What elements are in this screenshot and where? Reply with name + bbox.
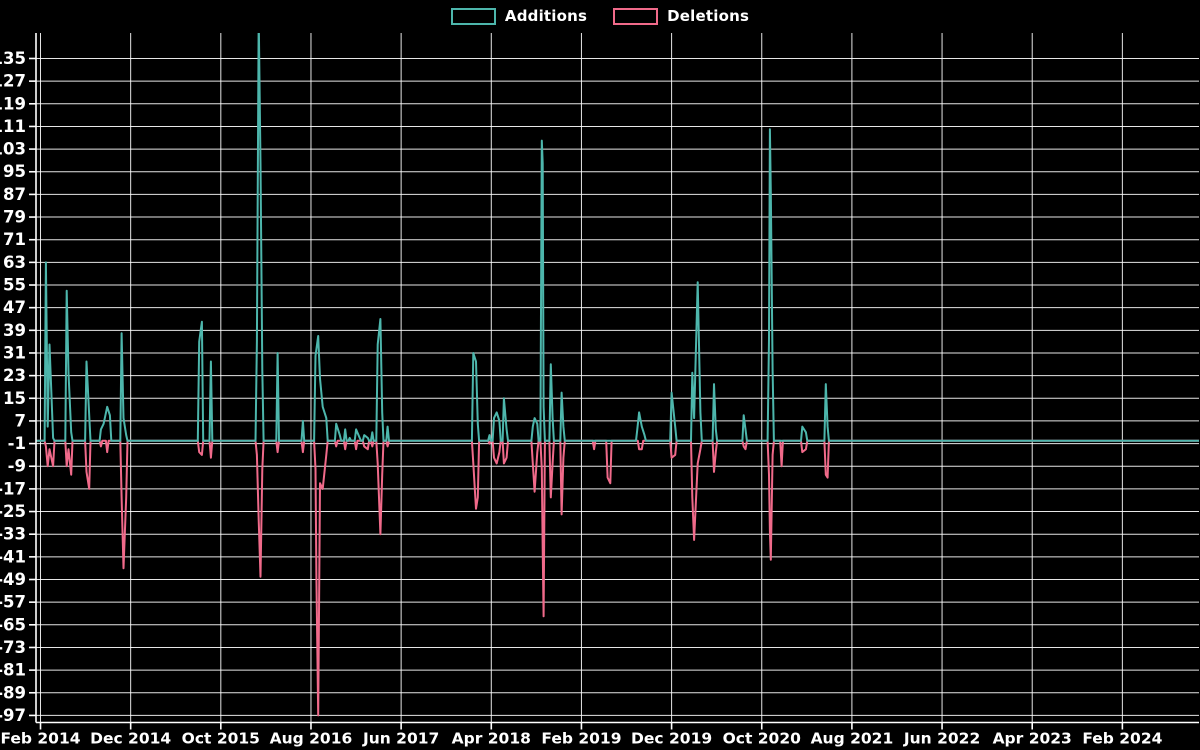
y-tick-label: -1 <box>8 434 26 453</box>
x-tick-label: Feb 2019 <box>541 730 621 748</box>
x-tick-label: Dec 2014 <box>90 730 171 748</box>
x-tick-label: Aug 2016 <box>270 730 353 748</box>
x-tick-label: Dec 2019 <box>631 730 712 748</box>
y-tick-label: -57 <box>0 593 26 612</box>
y-tick-label: 39 <box>3 321 26 340</box>
x-tick-label: Jun 2017 <box>362 730 439 748</box>
y-tick-label: 95 <box>3 162 26 181</box>
y-tick-label: 87 <box>3 185 26 204</box>
y-tick-label: 79 <box>3 208 26 227</box>
y-tick-label: 71 <box>3 230 26 249</box>
deletions-series-line <box>36 439 1199 717</box>
y-tick-label: 119 <box>0 94 26 113</box>
x-tick-label: Feb 2014 <box>0 730 80 748</box>
y-tick-label: -33 <box>0 525 26 544</box>
y-tick-label: 7 <box>15 411 26 430</box>
y-tick-label: 31 <box>3 343 26 362</box>
y-tick-label: 23 <box>3 366 26 385</box>
y-tick-label: -97 <box>0 706 26 725</box>
y-tick-label: -17 <box>0 479 26 498</box>
y-tick-label: -41 <box>0 547 26 566</box>
x-tick-label: Apr 2023 <box>993 730 1072 748</box>
y-tick-label: 135 <box>0 49 26 68</box>
y-tick-label: -65 <box>0 615 26 634</box>
y-tick-label: 15 <box>3 389 26 408</box>
y-tick-label: 63 <box>3 253 26 272</box>
x-tick-label: Aug 2021 <box>811 730 894 748</box>
y-tick-label: 55 <box>3 276 26 295</box>
y-tick-label: 47 <box>3 298 26 317</box>
x-tick-label: Apr 2018 <box>452 730 531 748</box>
y-tick-label: -49 <box>0 570 26 589</box>
x-tick-label: Jun 2022 <box>903 730 980 748</box>
x-tick-label: Oct 2015 <box>182 730 260 748</box>
additions-series-line <box>36 33 1199 442</box>
y-tick-label: -81 <box>0 661 26 680</box>
y-tick-label: -25 <box>0 502 26 521</box>
y-tick-label: 111 <box>0 117 26 136</box>
y-tick-label: 127 <box>0 72 26 91</box>
x-tick-label: Feb 2024 <box>1082 730 1162 748</box>
y-tick-label: -9 <box>8 457 26 476</box>
x-tick-label: Oct 2020 <box>723 730 802 748</box>
y-tick-label: -89 <box>0 683 26 702</box>
y-tick-label: -73 <box>0 638 26 657</box>
y-tick-label: 103 <box>0 140 26 159</box>
